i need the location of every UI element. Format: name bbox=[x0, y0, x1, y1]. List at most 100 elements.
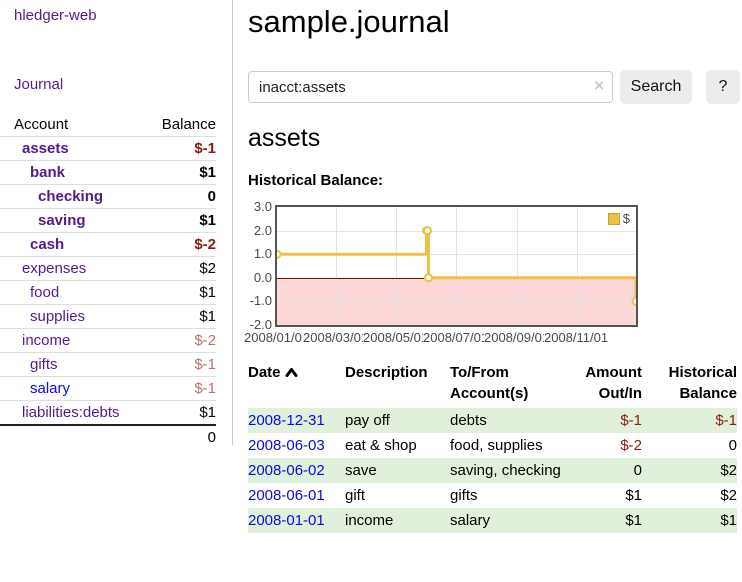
account-balance: $1 bbox=[199, 212, 216, 229]
chart-legend: $ bbox=[605, 210, 632, 227]
account-row-food: food $1 bbox=[0, 280, 216, 304]
transaction-accounts: saving, checking bbox=[450, 462, 561, 479]
account-balance: $1 bbox=[199, 284, 216, 301]
transaction-accounts: food, supplies bbox=[450, 437, 543, 454]
transaction-balance: 0 bbox=[728, 437, 737, 454]
x-axis-tick-label: 2008/03/01 bbox=[303, 331, 370, 345]
transaction-date-link[interactable]: 2008-01-01 bbox=[248, 512, 325, 529]
clear-search-icon[interactable]: × bbox=[594, 76, 604, 95]
chart-title: Historical Balance: bbox=[248, 172, 384, 189]
search-form: × Search ? bbox=[248, 70, 742, 104]
column-header-accounts[interactable]: To/From Account(s) bbox=[450, 364, 529, 402]
x-axis-tick-label: 2008/01/01 bbox=[244, 331, 311, 345]
transaction-date-link[interactable]: 2008-06-03 bbox=[248, 437, 325, 454]
account-balance: $1 bbox=[199, 404, 216, 421]
legend-series-label: $ bbox=[622, 211, 630, 226]
transaction-amount: $-1 bbox=[620, 412, 642, 429]
help-button[interactable]: ? bbox=[706, 70, 740, 104]
legend-color-swatch bbox=[607, 212, 620, 225]
y-axis-tick-label: -1.0 bbox=[249, 293, 272, 309]
register-row: 2008-01-01 income salary $1 $1 bbox=[248, 508, 737, 533]
account-balance: $2 bbox=[199, 260, 216, 277]
account-link[interactable]: bank bbox=[30, 164, 66, 181]
page-title: sample.journal bbox=[248, 4, 450, 39]
account-row-assets: assets $-1 bbox=[0, 136, 216, 160]
search-input[interactable] bbox=[248, 71, 613, 103]
transaction-date-link[interactable]: 2008-06-01 bbox=[248, 487, 325, 504]
column-header-amount[interactable]: Amount Out/In bbox=[585, 364, 642, 402]
transaction-date: 2008-06-03 bbox=[248, 433, 345, 458]
account-link[interactable]: cash bbox=[30, 236, 65, 253]
account-row-saving: saving $1 bbox=[0, 208, 216, 232]
register-table: Date Description To/From Account(s) Amou… bbox=[248, 362, 737, 533]
account-row-cash: cash $-2 bbox=[0, 232, 216, 256]
transaction-description: eat & shop bbox=[345, 437, 417, 454]
transaction-date: 2008-06-02 bbox=[248, 458, 345, 483]
x-axis-tick-label: 2008/05/01 bbox=[363, 331, 430, 345]
y-axis-tick-label: 1.0 bbox=[253, 246, 272, 262]
account-balance: 0 bbox=[207, 188, 216, 205]
main-content: sample.journal × Search ? assets Histori… bbox=[244, 0, 740, 533]
account-link[interactable]: supplies bbox=[30, 308, 86, 325]
balance-column-header: Balance bbox=[161, 116, 216, 133]
balance-chart: $ 3.0 2.0 1.0 0.0 -1.0 -2.0 2008/01/01 2008/03/… bbox=[244, 197, 742, 347]
account-link[interactable]: saving bbox=[38, 212, 86, 229]
account-balance: $-2 bbox=[194, 332, 216, 349]
account-row-expenses: expenses $2 bbox=[0, 256, 216, 280]
transaction-date: 2008-06-01 bbox=[248, 483, 345, 508]
search-input-wrap: × bbox=[248, 71, 613, 103]
register-row: 2008-06-01 gift gifts $1 $2 bbox=[248, 483, 737, 508]
register-row: 2008-06-02 save saving, checking 0 $2 bbox=[248, 458, 737, 483]
account-row-income: income $-2 bbox=[0, 328, 216, 352]
gridline bbox=[456, 207, 457, 325]
account-link[interactable]: salary bbox=[30, 380, 71, 397]
account-link[interactable]: food bbox=[30, 284, 60, 301]
account-link[interactable]: assets bbox=[22, 140, 69, 157]
accounts-total-row: 0 bbox=[0, 424, 216, 448]
data-point-marker bbox=[423, 273, 433, 283]
account-link[interactable]: liabilities:debts bbox=[22, 404, 120, 421]
account-row-supplies: supplies $1 bbox=[0, 304, 216, 328]
chart-plot-area: $ bbox=[275, 205, 638, 327]
account-column-header: Account bbox=[14, 116, 69, 133]
data-point-marker bbox=[422, 226, 432, 236]
gridline bbox=[516, 207, 518, 325]
transaction-accounts: debts bbox=[450, 412, 487, 429]
account-row-gifts: gifts $-1 bbox=[0, 352, 216, 376]
account-link[interactable]: gifts bbox=[30, 356, 58, 373]
transaction-amount: $1 bbox=[625, 487, 642, 504]
account-link[interactable]: income bbox=[22, 332, 71, 349]
account-balance: $-1 bbox=[194, 356, 216, 373]
transaction-accounts: salary bbox=[450, 512, 491, 529]
account-heading: assets bbox=[248, 124, 321, 152]
sidebar-item-journal[interactable]: Journal bbox=[14, 76, 64, 93]
account-link[interactable]: checking bbox=[38, 188, 104, 205]
transaction-date-link[interactable]: 2008-12-31 bbox=[248, 412, 325, 429]
y-axis-tick-label: 0.0 bbox=[253, 269, 272, 285]
column-header-description[interactable]: Description bbox=[345, 364, 428, 381]
data-point-marker bbox=[277, 249, 282, 259]
transaction-date-link[interactable]: 2008-06-02 bbox=[248, 462, 325, 479]
brand-link[interactable]: hledger-web bbox=[14, 7, 97, 24]
sort-ascending-icon bbox=[285, 363, 298, 384]
transaction-balance: $2 bbox=[720, 487, 737, 504]
account-link[interactable]: expenses bbox=[22, 260, 87, 277]
transaction-description: income bbox=[345, 512, 394, 529]
transaction-date: 2008-01-01 bbox=[248, 508, 345, 533]
transaction-description: pay off bbox=[345, 412, 390, 429]
y-axis-tick-label: 2.0 bbox=[253, 222, 272, 238]
transaction-balance: $-1 bbox=[715, 412, 737, 429]
gridline bbox=[576, 207, 578, 325]
transaction-description: gift bbox=[345, 487, 366, 504]
accounts-total-value: 0 bbox=[207, 428, 216, 446]
transaction-balance: $1 bbox=[720, 512, 737, 529]
column-header-date[interactable]: Date bbox=[248, 362, 345, 408]
y-axis-tick-label: -2.0 bbox=[249, 317, 272, 332]
column-header-balance[interactable]: Historical Balance bbox=[668, 364, 737, 402]
gridline bbox=[396, 207, 397, 325]
transaction-amount: $1 bbox=[625, 512, 642, 529]
account-row-salary: salary $-1 bbox=[0, 376, 216, 400]
accounts-table-header: Account Balance bbox=[0, 113, 216, 136]
search-button[interactable]: Search bbox=[620, 70, 692, 104]
account-row-liabilities-debts: liabilities:debts $1 bbox=[0, 400, 216, 424]
